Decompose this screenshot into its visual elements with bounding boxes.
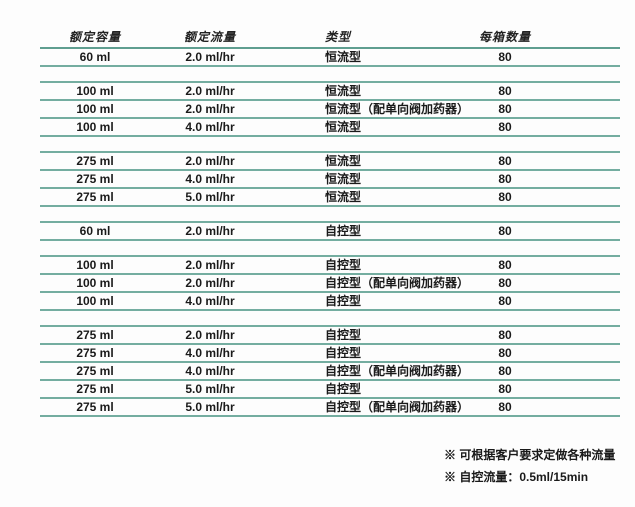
header-rated-flow: 额定流量 bbox=[183, 30, 236, 44]
cell-type: 自控型 bbox=[325, 382, 362, 396]
cell-qty: 80 bbox=[498, 400, 512, 414]
table-row: 100 ml 2.0 ml/hr 自控型（配单向阀加药器） 80 bbox=[40, 275, 620, 293]
cell-flow: 2.0 ml/hr bbox=[185, 224, 235, 238]
table-row: 275 ml 5.0 ml/hr 自控型 80 bbox=[40, 381, 620, 399]
cell-capacity: 275 ml bbox=[76, 190, 114, 204]
cell-qty: 80 bbox=[498, 294, 512, 308]
cell-capacity: 275 ml bbox=[76, 346, 114, 360]
header-qty-per-box: 每箱数量 bbox=[478, 30, 531, 44]
cell-type: 恒流型 bbox=[325, 172, 362, 186]
table-row: 100 ml 4.0 ml/hr 自控型 80 bbox=[40, 293, 620, 311]
cell-capacity: 60 ml bbox=[79, 50, 111, 64]
table-group-100ml-selfcontrol: 100 ml 2.0 ml/hr 自控型 80 100 ml 2.0 ml/hr… bbox=[40, 255, 620, 311]
cell-flow: 4.0 ml/hr bbox=[185, 294, 235, 308]
table-header-row: 额定容量 额定流量 类型 每箱数量 bbox=[40, 27, 620, 47]
header-type: 类型 bbox=[325, 30, 352, 44]
table-row: 275 ml 2.0 ml/hr 自控型 80 bbox=[40, 327, 620, 345]
cell-qty: 80 bbox=[498, 50, 512, 64]
cell-type: 自控型 bbox=[325, 224, 362, 238]
cell-capacity: 100 ml bbox=[76, 84, 114, 98]
cell-flow: 2.0 ml/hr bbox=[185, 258, 235, 272]
cell-capacity: 275 ml bbox=[76, 364, 114, 378]
cell-type: 自控型 bbox=[325, 328, 362, 342]
cell-type: 恒流型 bbox=[325, 120, 362, 134]
cell-type: 自控型 bbox=[325, 294, 362, 308]
footnotes: ※ 可根据客户要求定做各种流量 ※ 自控流量：0.5ml/15min bbox=[444, 444, 615, 488]
cell-flow: 4.0 ml/hr bbox=[185, 172, 235, 186]
cell-type: 自控型（配单向阀加药器） bbox=[325, 276, 470, 290]
cell-flow: 2.0 ml/hr bbox=[185, 50, 235, 64]
cell-capacity: 275 ml bbox=[76, 172, 114, 186]
table-row: 275 ml 4.0 ml/hr 自控型 80 bbox=[40, 345, 620, 363]
cell-flow: 4.0 ml/hr bbox=[185, 364, 235, 378]
cell-capacity: 100 ml bbox=[76, 294, 114, 308]
cell-type: 恒流型 bbox=[325, 84, 362, 98]
cell-flow: 2.0 ml/hr bbox=[185, 276, 235, 290]
cell-qty: 80 bbox=[498, 84, 512, 98]
table-row: 100 ml 2.0 ml/hr 恒流型（配单向阀加药器） 80 bbox=[40, 101, 620, 119]
note-selfcontrol-flow: ※ 自控流量：0.5ml/15min bbox=[444, 470, 589, 484]
cell-qty: 80 bbox=[498, 382, 512, 396]
cell-type: 恒流型（配单向阀加药器） bbox=[325, 102, 470, 116]
cell-flow: 2.0 ml/hr bbox=[185, 154, 235, 168]
cell-qty: 80 bbox=[498, 154, 512, 168]
cell-capacity: 100 ml bbox=[76, 102, 114, 116]
cell-flow: 5.0 ml/hr bbox=[185, 382, 235, 396]
cell-flow: 2.0 ml/hr bbox=[185, 102, 235, 116]
cell-flow: 5.0 ml/hr bbox=[185, 190, 235, 204]
cell-capacity: 275 ml bbox=[76, 400, 114, 414]
table-row: 100 ml 2.0 ml/hr 自控型 80 bbox=[40, 257, 620, 275]
cell-qty: 80 bbox=[498, 364, 512, 378]
cell-capacity: 60 ml bbox=[79, 224, 111, 238]
cell-flow: 2.0 ml/hr bbox=[185, 328, 235, 342]
cell-capacity: 275 ml bbox=[76, 154, 114, 168]
cell-type: 自控型（配单向阀加药器） bbox=[325, 364, 470, 378]
table-row: 275 ml 4.0 ml/hr 自控型（配单向阀加药器） 80 bbox=[40, 363, 620, 381]
product-spec-table: 额定容量 额定流量 类型 每箱数量 60 ml 2.0 ml/hr 恒流型 80… bbox=[40, 27, 620, 417]
cell-capacity: 100 ml bbox=[76, 120, 114, 134]
cell-type: 自控型 bbox=[325, 258, 362, 272]
table-row: 60 ml 2.0 ml/hr 自控型 80 bbox=[40, 223, 620, 241]
cell-qty: 80 bbox=[498, 276, 512, 290]
cell-type: 恒流型 bbox=[325, 50, 362, 64]
cell-qty: 80 bbox=[498, 258, 512, 272]
cell-type: 自控型（配单向阀加药器） bbox=[325, 400, 470, 414]
cell-flow: 4.0 ml/hr bbox=[185, 346, 235, 360]
cell-qty: 80 bbox=[498, 346, 512, 360]
cell-type: 自控型 bbox=[325, 346, 362, 360]
cell-qty: 80 bbox=[498, 102, 512, 116]
table-group-275ml-constant: 275 ml 2.0 ml/hr 恒流型 80 275 ml 4.0 ml/hr… bbox=[40, 151, 620, 207]
cell-type: 恒流型 bbox=[325, 154, 362, 168]
table-group-275ml-selfcontrol: 275 ml 2.0 ml/hr 自控型 80 275 ml 4.0 ml/hr… bbox=[40, 325, 620, 417]
cell-capacity: 100 ml bbox=[76, 276, 114, 290]
cell-qty: 80 bbox=[498, 190, 512, 204]
cell-qty: 80 bbox=[498, 172, 512, 186]
cell-qty: 80 bbox=[498, 328, 512, 342]
cell-type: 恒流型 bbox=[325, 190, 362, 204]
note-custom-flow: ※ 可根据客户要求定做各种流量 bbox=[444, 448, 616, 462]
cell-flow: 2.0 ml/hr bbox=[185, 84, 235, 98]
table-row: 275 ml 5.0 ml/hr 自控型（配单向阀加药器） 80 bbox=[40, 399, 620, 417]
cell-qty: 80 bbox=[498, 120, 512, 134]
cell-capacity: 275 ml bbox=[76, 382, 114, 396]
cell-capacity: 100 ml bbox=[76, 258, 114, 272]
table-group-100ml-constant: 100 ml 2.0 ml/hr 恒流型 80 100 ml 2.0 ml/hr… bbox=[40, 81, 620, 137]
table-row: 100 ml 2.0 ml/hr 恒流型 80 bbox=[40, 83, 620, 101]
table-row: 275 ml 4.0 ml/hr 恒流型 80 bbox=[40, 171, 620, 189]
table-row: 60 ml 2.0 ml/hr 恒流型 80 bbox=[40, 49, 620, 67]
table-row: 275 ml 5.0 ml/hr 恒流型 80 bbox=[40, 189, 620, 207]
cell-capacity: 275 ml bbox=[76, 328, 114, 342]
cell-flow: 5.0 ml/hr bbox=[185, 400, 235, 414]
table-row: 275 ml 2.0 ml/hr 恒流型 80 bbox=[40, 153, 620, 171]
cell-qty: 80 bbox=[498, 224, 512, 238]
table-group-60ml-constant: 60 ml 2.0 ml/hr 恒流型 80 bbox=[40, 47, 620, 67]
table-group-60ml-selfcontrol: 60 ml 2.0 ml/hr 自控型 80 bbox=[40, 221, 620, 241]
table-row: 100 ml 4.0 ml/hr 恒流型 80 bbox=[40, 119, 620, 137]
header-rated-capacity: 额定容量 bbox=[68, 30, 121, 44]
cell-flow: 4.0 ml/hr bbox=[185, 120, 235, 134]
